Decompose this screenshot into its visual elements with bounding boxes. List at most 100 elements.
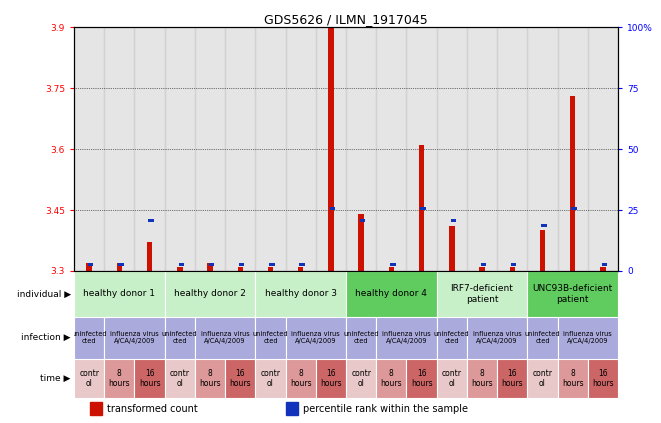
Text: healthy donor 2: healthy donor 2 <box>174 289 246 298</box>
FancyBboxPatch shape <box>195 359 225 398</box>
Bar <box>116 263 122 271</box>
Text: transformed count: transformed count <box>106 404 198 414</box>
FancyBboxPatch shape <box>165 271 255 317</box>
Bar <box>88 263 93 266</box>
Bar <box>600 267 605 271</box>
Bar <box>118 263 124 266</box>
FancyBboxPatch shape <box>407 359 437 398</box>
Bar <box>558 27 588 271</box>
Text: IRF7-deficient
patient: IRF7-deficient patient <box>451 284 514 304</box>
Bar <box>268 267 273 271</box>
Text: healthy donor 1: healthy donor 1 <box>83 289 155 298</box>
Text: contr
ol: contr ol <box>170 369 190 388</box>
Text: healthy donor 3: healthy donor 3 <box>264 289 336 298</box>
FancyBboxPatch shape <box>346 317 376 359</box>
FancyBboxPatch shape <box>316 359 346 398</box>
Text: influenza virus
A/CA/4/2009: influenza virus A/CA/4/2009 <box>382 331 431 344</box>
Text: contr
ol: contr ol <box>260 369 280 388</box>
Bar <box>481 263 486 266</box>
Bar <box>540 230 545 271</box>
Bar <box>570 96 576 271</box>
Bar <box>449 226 455 271</box>
FancyBboxPatch shape <box>558 317 618 359</box>
Bar <box>437 27 467 271</box>
Text: 8
hours: 8 hours <box>471 369 493 388</box>
Text: influenza virus
A/CA/4/2009: influenza virus A/CA/4/2009 <box>201 331 249 344</box>
Text: infection ▶: infection ▶ <box>21 333 71 342</box>
FancyBboxPatch shape <box>255 271 346 317</box>
Text: uninfected
cted: uninfected cted <box>525 331 561 344</box>
Text: influenza virus
A/CA/4/2009: influenza virus A/CA/4/2009 <box>473 331 522 344</box>
Bar <box>527 27 558 271</box>
Bar <box>87 263 92 271</box>
Bar <box>165 27 195 271</box>
Bar <box>390 263 395 266</box>
FancyBboxPatch shape <box>286 359 316 398</box>
FancyBboxPatch shape <box>346 359 376 398</box>
Bar <box>148 219 154 222</box>
Bar <box>239 263 245 266</box>
Bar <box>420 207 426 210</box>
FancyBboxPatch shape <box>467 317 527 359</box>
Bar <box>572 207 577 210</box>
FancyBboxPatch shape <box>376 359 407 398</box>
Bar <box>407 27 437 271</box>
Text: uninfected
cted: uninfected cted <box>162 331 198 344</box>
Bar <box>147 242 152 271</box>
FancyBboxPatch shape <box>497 359 527 398</box>
Text: UNC93B-deficient
patient: UNC93B-deficient patient <box>533 284 613 304</box>
Bar <box>178 263 184 266</box>
Text: influenza virus
A/CA/4/2009: influenza virus A/CA/4/2009 <box>292 331 340 344</box>
FancyBboxPatch shape <box>527 359 558 398</box>
Bar <box>376 27 407 271</box>
FancyBboxPatch shape <box>527 317 558 359</box>
Bar <box>177 267 182 271</box>
Text: percentile rank within the sample: percentile rank within the sample <box>303 404 467 414</box>
Text: 16
hours: 16 hours <box>410 369 432 388</box>
Bar <box>510 267 515 271</box>
Text: contr
ol: contr ol <box>79 369 99 388</box>
Bar <box>497 27 527 271</box>
Bar <box>255 27 286 271</box>
Bar <box>316 27 346 271</box>
FancyBboxPatch shape <box>104 359 134 398</box>
FancyBboxPatch shape <box>437 317 467 359</box>
Text: time ▶: time ▶ <box>40 374 71 383</box>
Bar <box>91 402 102 415</box>
Text: 8
hours: 8 hours <box>290 369 311 388</box>
Bar <box>358 214 364 271</box>
Bar <box>299 263 305 266</box>
Text: uninfected
cted: uninfected cted <box>434 331 469 344</box>
FancyBboxPatch shape <box>134 359 165 398</box>
Bar <box>286 402 298 415</box>
FancyBboxPatch shape <box>437 271 527 317</box>
FancyBboxPatch shape <box>437 359 467 398</box>
Text: 16
hours: 16 hours <box>502 369 523 388</box>
Bar <box>330 207 335 210</box>
FancyBboxPatch shape <box>255 317 286 359</box>
Title: GDS5626 / ILMN_1917045: GDS5626 / ILMN_1917045 <box>264 14 428 26</box>
FancyBboxPatch shape <box>286 317 346 359</box>
Bar <box>286 27 316 271</box>
Bar <box>346 27 376 271</box>
FancyBboxPatch shape <box>74 317 104 359</box>
Text: uninfected
cted: uninfected cted <box>343 331 379 344</box>
Text: 16
hours: 16 hours <box>320 369 342 388</box>
Text: 16
hours: 16 hours <box>139 369 161 388</box>
Bar <box>602 263 607 266</box>
FancyBboxPatch shape <box>74 271 165 317</box>
Text: 16
hours: 16 hours <box>592 369 613 388</box>
FancyBboxPatch shape <box>225 359 255 398</box>
FancyBboxPatch shape <box>346 271 437 317</box>
FancyBboxPatch shape <box>467 359 497 398</box>
Bar <box>298 267 303 271</box>
Bar <box>511 263 516 266</box>
Bar <box>225 27 255 271</box>
Text: influenza virus
A/CA/4/2009: influenza virus A/CA/4/2009 <box>110 331 159 344</box>
Bar <box>389 267 394 271</box>
FancyBboxPatch shape <box>165 317 195 359</box>
Bar <box>195 27 225 271</box>
FancyBboxPatch shape <box>527 271 618 317</box>
Text: 8
hours: 8 hours <box>562 369 584 388</box>
Bar <box>237 267 243 271</box>
